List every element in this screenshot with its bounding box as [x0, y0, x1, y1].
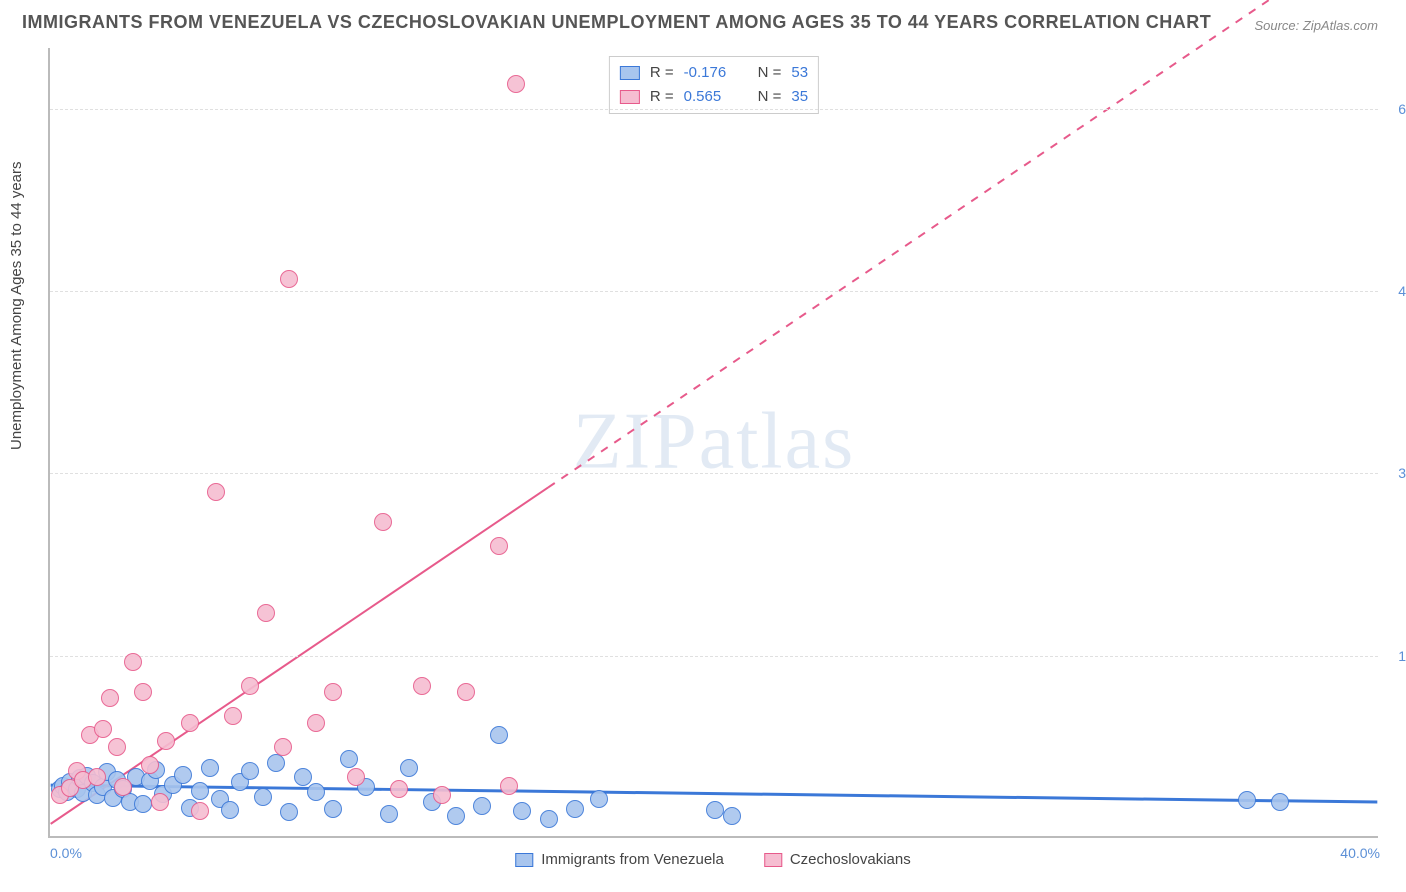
- data-point: [447, 807, 465, 825]
- data-point: [307, 783, 325, 801]
- r-label: R =: [650, 85, 674, 109]
- data-point: [280, 270, 298, 288]
- data-point: [590, 790, 608, 808]
- y-tick-label: 60.0%: [1383, 101, 1406, 117]
- x-tick-label: 0.0%: [50, 845, 82, 861]
- data-point: [566, 800, 584, 818]
- data-point: [706, 801, 724, 819]
- n-value: 35: [791, 85, 808, 109]
- data-point: [207, 483, 225, 501]
- data-point: [507, 75, 525, 93]
- data-point: [324, 800, 342, 818]
- legend-correlation-row: R = 0.565 N = 35: [620, 85, 808, 109]
- data-point: [324, 683, 342, 701]
- data-point: [473, 797, 491, 815]
- data-point: [513, 802, 531, 820]
- y-tick-label: 30.0%: [1383, 465, 1406, 481]
- legend-series: Immigrants from Venezuela Czechoslovakian…: [515, 851, 910, 868]
- legend-swatch: [620, 66, 640, 80]
- data-point: [114, 778, 132, 796]
- data-point: [191, 782, 209, 800]
- data-point: [191, 802, 209, 820]
- data-point: [267, 754, 285, 772]
- n-label: N =: [758, 61, 782, 85]
- data-point: [94, 720, 112, 738]
- data-point: [413, 677, 431, 695]
- source-name: ZipAtlas.com: [1303, 18, 1378, 33]
- data-point: [108, 738, 126, 756]
- data-point: [221, 801, 239, 819]
- legend-series-item: Czechoslovakians: [764, 851, 911, 868]
- data-point: [241, 677, 259, 695]
- data-point: [157, 732, 175, 750]
- data-point: [88, 768, 106, 786]
- data-point: [280, 803, 298, 821]
- data-point: [433, 786, 451, 804]
- legend-swatch: [620, 90, 640, 104]
- data-point: [134, 683, 152, 701]
- legend-series-label: Immigrants from Venezuela: [541, 851, 724, 868]
- x-tick-label: 40.0%: [1340, 845, 1380, 861]
- r-value: 0.565: [684, 85, 740, 109]
- data-point: [174, 766, 192, 784]
- data-point: [151, 793, 169, 811]
- legend-series-item: Immigrants from Venezuela: [515, 851, 724, 868]
- legend-correlation-row: R = -0.176 N = 53: [620, 61, 808, 85]
- legend-series-label: Czechoslovakians: [790, 851, 911, 868]
- data-point: [294, 768, 312, 786]
- data-point: [257, 604, 275, 622]
- data-point: [540, 810, 558, 828]
- data-point: [1238, 791, 1256, 809]
- r-value: -0.176: [684, 61, 740, 85]
- data-point: [307, 714, 325, 732]
- data-point: [723, 807, 741, 825]
- gridline: [50, 291, 1378, 292]
- data-point: [254, 788, 272, 806]
- chart-title: IMMIGRANTS FROM VENEZUELA VS CZECHOSLOVA…: [22, 12, 1211, 33]
- y-tick-label: 45.0%: [1383, 283, 1406, 299]
- data-point: [340, 750, 358, 768]
- chart-plot-area: ZIPatlas R =-0.176N =53R =0.565N =35 15.…: [48, 48, 1378, 838]
- data-point: [124, 653, 142, 671]
- data-point: [390, 780, 408, 798]
- y-tick-label: 15.0%: [1383, 648, 1406, 664]
- data-point: [380, 805, 398, 823]
- legend-swatch: [515, 853, 533, 867]
- gridline: [50, 656, 1378, 657]
- data-point: [101, 689, 119, 707]
- data-point: [457, 683, 475, 701]
- watermark-atlas: atlas: [699, 398, 856, 486]
- legend-swatch: [764, 853, 782, 867]
- watermark-zip: ZIP: [573, 398, 699, 486]
- legend-correlation: R = -0.176 N = 53 R = 0.565 N = 35: [609, 56, 819, 114]
- trend-lines-svg: [50, 48, 1378, 836]
- data-point: [490, 726, 508, 744]
- y-axis-label: Unemployment Among Ages 35 to 44 years: [8, 161, 25, 450]
- gridline: [50, 109, 1378, 110]
- n-value: 53: [791, 61, 808, 85]
- data-point: [500, 777, 518, 795]
- data-point: [1271, 793, 1289, 811]
- source-prefix: Source:: [1254, 18, 1302, 33]
- r-label: R =: [650, 61, 674, 85]
- data-point: [347, 768, 365, 786]
- data-point: [134, 795, 152, 813]
- data-point: [141, 756, 159, 774]
- data-point: [374, 513, 392, 531]
- n-label: N =: [758, 85, 782, 109]
- data-point: [201, 759, 219, 777]
- data-point: [490, 537, 508, 555]
- data-point: [400, 759, 418, 777]
- data-point: [274, 738, 292, 756]
- data-point: [224, 707, 242, 725]
- gridline: [50, 473, 1378, 474]
- data-point: [241, 762, 259, 780]
- source-attribution: Source: ZipAtlas.com: [1254, 18, 1378, 33]
- data-point: [181, 714, 199, 732]
- plot-inner: ZIPatlas R =-0.176N =53R =0.565N =35 15.…: [48, 48, 1378, 838]
